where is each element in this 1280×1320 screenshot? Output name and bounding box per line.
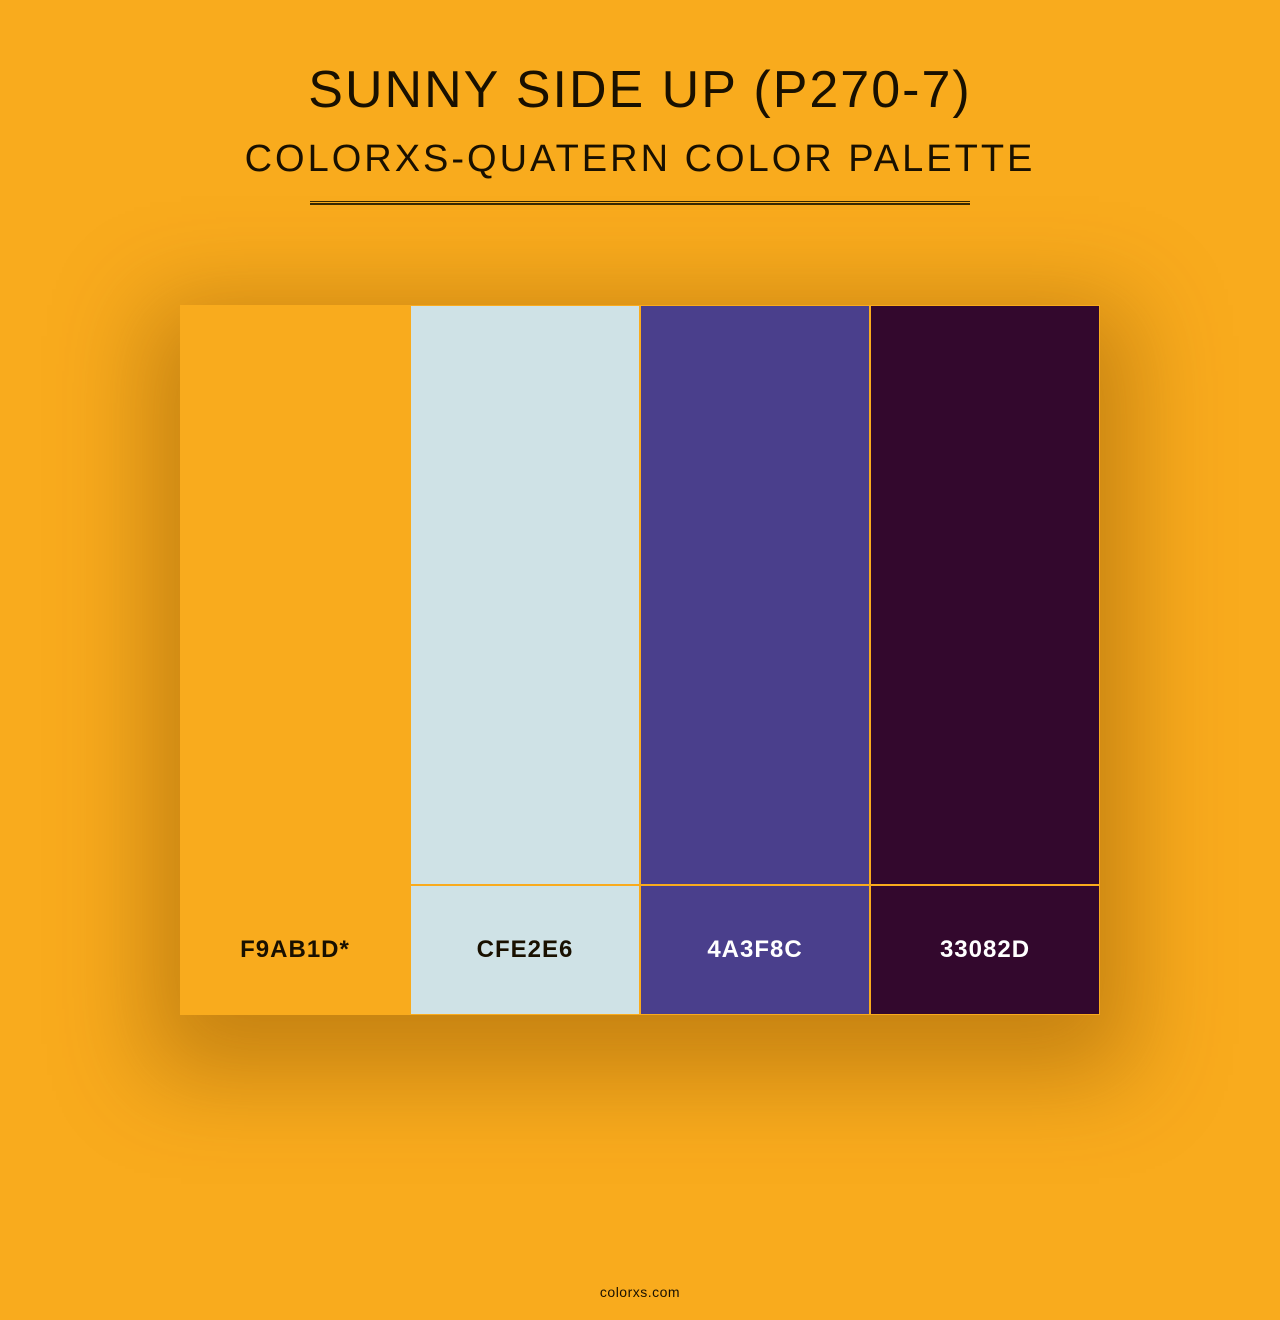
swatch-1 [410, 305, 640, 885]
label-cell-0: F9AB1D* [180, 885, 410, 1015]
page-title: SUNNY SIDE UP (P270-7) [308, 60, 971, 120]
main-container: SUNNY SIDE UP (P270-7) COLORXS-QUATERN C… [0, 0, 1280, 1015]
hex-label-1: CFE2E6 [477, 936, 574, 964]
page-subtitle: COLORXS-QUATERN COLOR PALETTE [245, 138, 1036, 181]
swatch-0 [180, 305, 410, 885]
title-divider [310, 201, 970, 205]
label-cell-2: 4A3F8C [640, 885, 870, 1015]
swatch-3 [870, 305, 1100, 885]
hex-label-3: 33082D [940, 936, 1030, 964]
label-cell-1: CFE2E6 [410, 885, 640, 1015]
labels-row: F9AB1D* CFE2E6 4A3F8C 33082D [180, 885, 1100, 1015]
swatch-2 [640, 305, 870, 885]
swatches-row [180, 305, 1100, 885]
hex-label-2: 4A3F8C [707, 936, 802, 964]
palette-wrapper: F9AB1D* CFE2E6 4A3F8C 33082D [180, 305, 1100, 1015]
footer-credit: colorxs.com [600, 1284, 680, 1300]
label-cell-3: 33082D [870, 885, 1100, 1015]
hex-label-0: F9AB1D* [240, 936, 350, 964]
